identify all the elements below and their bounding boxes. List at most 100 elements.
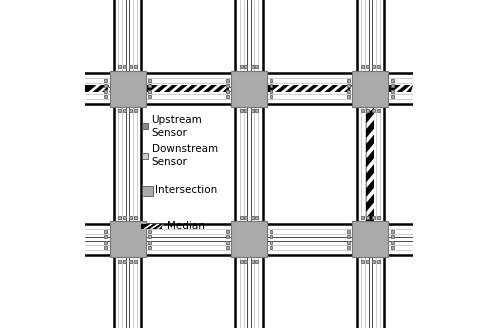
Polygon shape [367,128,374,144]
Bar [119,260,121,263]
Polygon shape [178,85,192,92]
Bar [240,109,243,112]
Polygon shape [367,143,374,158]
Polygon shape [98,85,109,92]
Polygon shape [270,85,284,92]
Bar [352,221,388,257]
Bar [244,109,247,112]
Bar [226,230,229,233]
Bar [104,235,107,237]
Polygon shape [329,85,343,92]
Bar [361,216,364,219]
Bar [148,235,151,237]
Bar [231,71,267,107]
Bar [361,109,364,112]
Bar [134,65,137,68]
Bar [244,260,247,263]
Bar [347,79,350,82]
Text: Intersection: Intersection [155,185,217,195]
Bar [361,65,364,68]
Bar [148,230,151,233]
Bar [240,216,243,219]
Polygon shape [149,85,163,92]
Bar [391,246,394,249]
Bar [129,109,132,112]
Bar [352,71,388,107]
Bar [372,260,375,263]
Bar [141,224,162,229]
Polygon shape [310,85,323,92]
Bar [366,109,369,112]
Text: Upstream: Upstream [151,115,202,125]
Bar [123,65,126,68]
Polygon shape [228,85,230,92]
Polygon shape [320,85,333,92]
Polygon shape [208,85,222,92]
Bar [148,79,151,82]
Bar [85,85,109,92]
Bar [240,260,243,263]
Bar [226,95,229,98]
Bar [134,260,137,263]
Bar [129,65,132,68]
Bar [377,65,379,68]
Bar [347,90,350,93]
Bar [269,246,272,249]
Polygon shape [367,107,374,114]
Polygon shape [367,173,374,188]
Polygon shape [188,85,202,92]
Bar [129,216,132,219]
Bar [366,216,369,219]
Bar [372,216,375,219]
Bar [269,79,272,82]
Bar [226,241,229,244]
Bar [391,230,394,233]
Bar [251,216,254,219]
Bar [119,109,121,112]
Bar [251,260,254,263]
Bar [269,235,272,237]
Bar [347,95,350,98]
Polygon shape [88,85,101,92]
Bar [148,95,151,98]
Bar [251,65,254,68]
Bar [104,95,107,98]
Polygon shape [143,224,153,229]
Bar [269,230,272,233]
Polygon shape [367,158,374,173]
Bar [366,65,369,68]
Bar [129,260,132,263]
Bar [244,216,247,219]
Text: Sensor: Sensor [151,128,187,138]
Bar [104,246,107,249]
Bar [391,84,394,87]
Bar [366,260,369,263]
Bar [347,84,350,87]
Bar [391,241,394,244]
Bar [391,235,394,237]
Bar [142,186,153,196]
Bar [226,235,229,237]
Bar [367,107,374,221]
Bar [347,235,350,237]
Bar [377,109,379,112]
Bar [255,260,258,263]
Bar [104,90,107,93]
Bar [134,216,137,219]
Bar [255,216,258,219]
Bar [104,230,107,233]
Polygon shape [367,113,374,129]
Text: Median: Median [167,221,205,231]
Bar [347,230,350,233]
Polygon shape [392,85,405,92]
Bar [104,84,107,87]
Polygon shape [367,187,374,203]
Bar [142,123,148,129]
Bar [226,79,229,82]
Bar [268,85,352,92]
Bar [110,221,146,257]
Bar [391,95,394,98]
Bar [391,79,394,82]
Bar [226,90,229,93]
Bar [255,109,258,112]
